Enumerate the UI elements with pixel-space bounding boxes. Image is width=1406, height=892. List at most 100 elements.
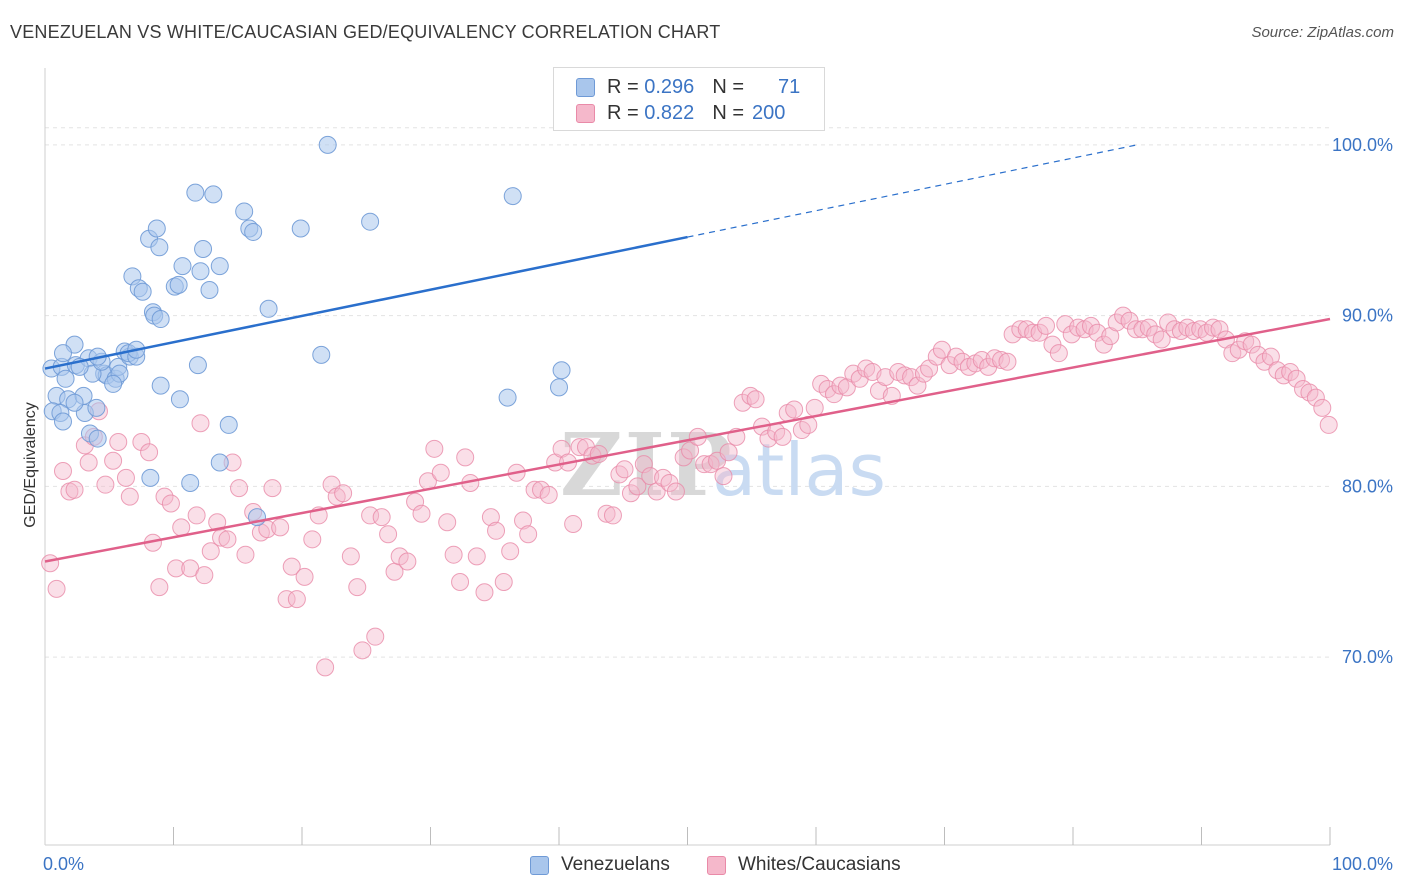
bottom-legend-label: Venezuelans xyxy=(561,854,670,875)
venezuelan-point xyxy=(318,135,337,154)
white-caucasian-point xyxy=(597,504,616,523)
venezuelan-point xyxy=(186,183,205,202)
venezuelan-point xyxy=(53,344,72,363)
white-caucasian-point xyxy=(610,465,629,484)
venezuelan-point xyxy=(503,187,522,206)
white-caucasian-point xyxy=(1159,313,1178,332)
white-caucasian-point xyxy=(539,485,558,504)
white-caucasian-point xyxy=(412,504,431,523)
venezuelan-point xyxy=(169,275,188,294)
white-caucasian-point xyxy=(1152,330,1171,349)
venezuelan-point xyxy=(87,398,106,417)
y-tick-label: 90.0% xyxy=(1342,306,1393,326)
venezuelan-point xyxy=(147,219,166,238)
white-caucasian-point xyxy=(831,376,850,395)
white-caucasian-point xyxy=(487,521,506,540)
white-caucasian-point xyxy=(41,554,60,573)
white-caucasian-point xyxy=(741,386,760,405)
x-tick-label: 0.0% xyxy=(43,854,84,874)
venezuelan-point xyxy=(151,310,170,329)
legend-n-label: N = xyxy=(712,101,744,124)
legend-r-value: 0.822 xyxy=(644,101,695,124)
white-caucasian-point xyxy=(525,480,544,499)
white-caucasian-point xyxy=(348,578,367,597)
venezuelan-point xyxy=(259,299,278,318)
venezuelan-point xyxy=(188,356,207,375)
bottom-legend-swatch-blue xyxy=(530,855,549,875)
white-caucasian-point xyxy=(481,508,500,527)
white-caucasian-point xyxy=(628,477,647,496)
venezuelan-point xyxy=(204,185,223,204)
white-caucasian-point xyxy=(120,487,139,506)
trend-lines xyxy=(44,144,1331,563)
legend-swatch-blue xyxy=(576,77,595,97)
white-caucasian-point xyxy=(263,479,282,498)
white-caucasian-point xyxy=(438,513,457,532)
white-caucasian-point xyxy=(425,439,444,458)
white-caucasian-point xyxy=(431,463,450,482)
y-tick-label: 80.0% xyxy=(1342,476,1393,496)
venezuelan-point xyxy=(550,378,568,397)
white-caucasian-point xyxy=(501,542,520,561)
tick-labels: 70.0% 80.0% 90.0% 100.0% 0.0% 100.0% xyxy=(43,135,1393,874)
venezuelan-trend-extension xyxy=(687,144,1138,238)
bottom-legend-swatch-pink xyxy=(707,855,726,875)
white-caucasian-point xyxy=(361,506,380,525)
white-caucasian-point xyxy=(195,566,214,585)
venezuelan-point xyxy=(181,473,200,492)
chart-source: Source: ZipAtlas.com xyxy=(1251,24,1394,41)
white-caucasian-point xyxy=(303,530,322,549)
white-caucasian-point xyxy=(65,480,84,499)
white-caucasian-point xyxy=(564,514,583,533)
watermark-atlas: atlas xyxy=(712,428,886,512)
white-caucasian-trend-line xyxy=(44,317,1331,563)
venezuelan-point xyxy=(133,282,152,301)
venezuelan-point xyxy=(150,238,169,257)
venezuelan-trend-line xyxy=(44,235,688,370)
venezuelan-point xyxy=(194,240,213,259)
white-caucasian-point xyxy=(191,414,210,433)
white-caucasian-point xyxy=(172,518,191,537)
venezuelan-point xyxy=(498,388,517,407)
white-caucasian-point xyxy=(1139,318,1158,337)
white-caucasian-point xyxy=(277,590,296,609)
white-caucasian-point xyxy=(1306,388,1325,407)
venezuelan-point xyxy=(173,257,192,276)
venezuelan-points xyxy=(42,135,571,527)
watermark-zip: ZIP xyxy=(560,415,734,516)
white-caucasian-point xyxy=(746,390,765,409)
white-caucasian-point xyxy=(316,658,335,677)
white-caucasian-point xyxy=(334,484,353,503)
white-caucasian-point xyxy=(494,573,513,592)
white-caucasian-point xyxy=(603,506,622,525)
legend-r-value: 0.296 xyxy=(644,75,695,98)
white-caucasian-point xyxy=(230,479,249,498)
legend-r-label: R = xyxy=(607,101,639,124)
white-caucasian-point xyxy=(218,530,237,549)
white-caucasian-point xyxy=(201,542,220,561)
white-caucasian-point xyxy=(914,364,933,383)
white-caucasian-point xyxy=(759,429,778,448)
white-caucasian-point xyxy=(634,455,653,474)
white-caucasian-point xyxy=(187,506,206,525)
white-caucasian-point xyxy=(773,427,792,446)
white-caucasian-point xyxy=(681,441,700,460)
venezuelan-point xyxy=(56,369,75,388)
white-caucasian-point xyxy=(155,487,174,506)
white-caucasian-point xyxy=(161,494,180,513)
white-caucasian-point xyxy=(282,557,301,576)
white-caucasian-point xyxy=(287,590,306,609)
white-caucasian-point xyxy=(1281,362,1300,381)
venezuelan-point xyxy=(552,361,571,380)
white-caucasian-point xyxy=(570,438,589,457)
white-caucasian-point xyxy=(1204,318,1223,337)
white-caucasian-point xyxy=(150,578,169,597)
legend-n-label: N = xyxy=(712,75,744,98)
white-caucasian-point xyxy=(674,448,693,467)
legend-row-whites: R = 0.822 N = 200 xyxy=(576,101,785,125)
white-caucasian-point xyxy=(895,366,914,385)
white-caucasian-point xyxy=(475,583,494,602)
legend-n-value: 200 xyxy=(752,101,786,124)
legend-swatch-pink xyxy=(576,103,595,123)
